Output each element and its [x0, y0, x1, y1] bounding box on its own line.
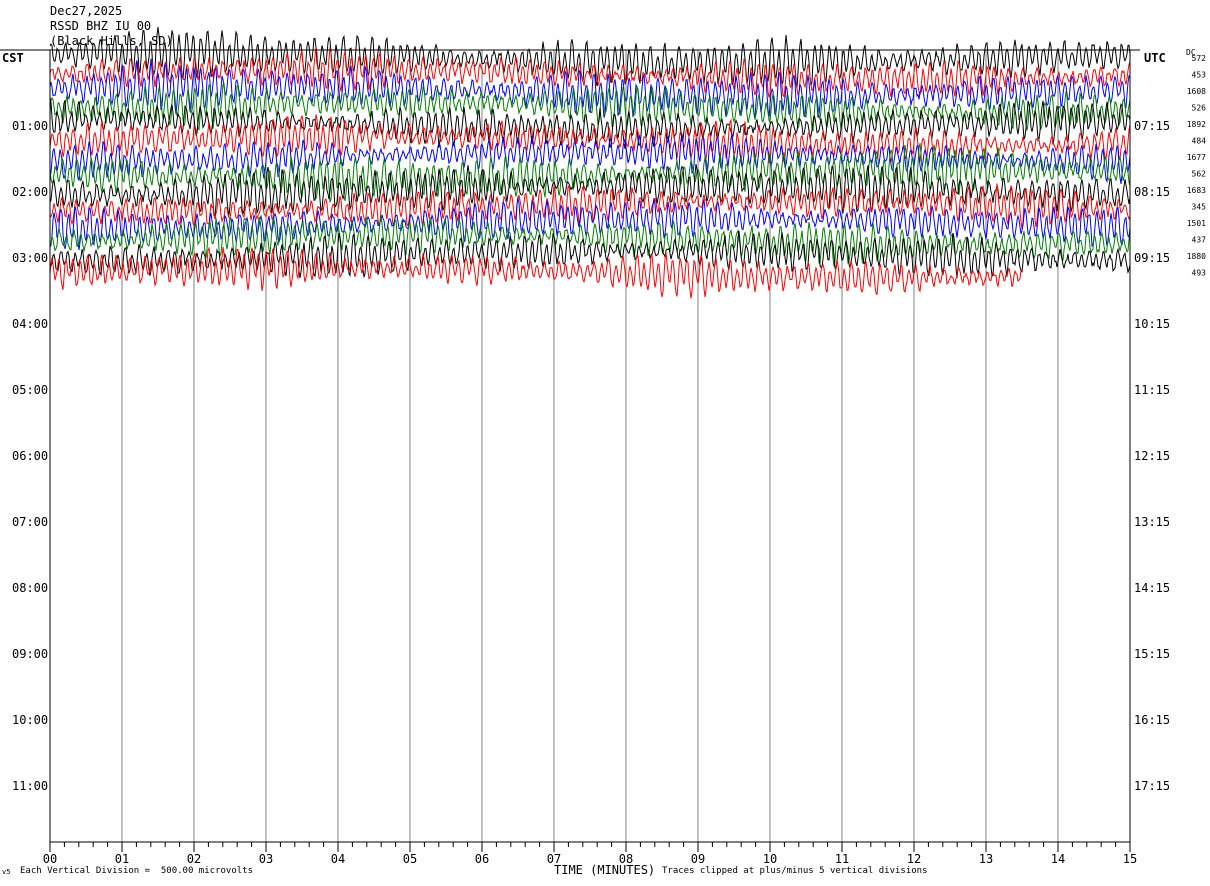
- right-hour-label: 17:15: [1134, 779, 1170, 793]
- dc-header: DC: [1186, 48, 1196, 57]
- left-hour-label: 02:00: [12, 185, 48, 199]
- left-hour-label: 10:00: [12, 713, 48, 727]
- x-tick-label: 06: [475, 852, 489, 866]
- x-tick-label: 04: [331, 852, 345, 866]
- right-hour-label: 12:15: [1134, 449, 1170, 463]
- plot-frame: [0, 49, 1140, 843]
- dc-offset-label: 1892: [1187, 120, 1206, 129]
- right-hour-label: 13:15: [1134, 515, 1170, 529]
- x-tick-label: 09: [691, 852, 705, 866]
- right-hour-labels: 07:15 08:15 09:15 10:15 11:15 12:15 13:15 14:15…: [1134, 119, 1170, 793]
- corner-mark: v5: [2, 868, 11, 876]
- station-location: (Black Hills, SD): [50, 34, 173, 48]
- chart-date: Dec27,2025: [50, 4, 123, 18]
- x-tick-label: 14: [1051, 852, 1065, 866]
- left-hour-labels: 01:00 02:00 03:00 04:00 05:00 06:00 07:00 08:00…: [12, 119, 48, 793]
- seismic-trace: [49, 246, 1023, 299]
- x-tick-label: 03: [259, 852, 273, 866]
- scale-note: Each Vertical Division = 500.00 microvol…: [20, 866, 253, 876]
- seismic-trace: [49, 58, 1131, 118]
- left-hour-label: 03:00: [12, 251, 48, 265]
- seismic-trace: [49, 197, 1131, 250]
- dc-offset-label: 453: [1192, 71, 1207, 80]
- right-hour-label: 16:15: [1134, 713, 1170, 727]
- left-hour-label: 04:00: [12, 317, 48, 331]
- x-tick-label: 15: [1123, 852, 1137, 866]
- dc-offset-label: 1683: [1187, 186, 1206, 195]
- dc-offset-label: 1501: [1187, 219, 1206, 228]
- left-hour-label: 08:00: [12, 581, 48, 595]
- right-hour-label: 14:15: [1134, 581, 1170, 595]
- seismic-trace: [49, 114, 1131, 164]
- x-tick-label: 11: [835, 852, 849, 866]
- seismic-trace: [49, 46, 1131, 98]
- right-hour-label: 11:15: [1134, 383, 1170, 397]
- dc-offset-label: 437: [1192, 236, 1207, 245]
- seismic-trace: [49, 215, 1131, 267]
- dc-offset-label: 1608: [1187, 87, 1206, 96]
- x-tick-label: 07: [547, 852, 561, 866]
- x-tick-label: 12: [907, 852, 921, 866]
- dc-offset-label: 526: [1192, 104, 1207, 113]
- right-hour-label: 09:15: [1134, 251, 1170, 265]
- x-tick-label: 13: [979, 852, 993, 866]
- time-axis-ticks: 00 01 02 03 04 05 06 07 08 09 10 11 12 13 14 15: [43, 842, 1137, 866]
- station-code: RSSD BHZ IU 00: [50, 19, 152, 33]
- right-hour-label: 07:15: [1134, 119, 1170, 133]
- x-tick-label: 00: [43, 852, 57, 866]
- right-timezone-label: UTC: [1144, 51, 1166, 65]
- right-hour-label: 10:15: [1134, 317, 1170, 331]
- clip-note: Traces clipped at plus/minus 5 vertical …: [662, 866, 928, 876]
- dc-offset-label: 1880: [1187, 252, 1206, 261]
- right-hour-label: 08:15: [1134, 185, 1170, 199]
- x-tick-label: 02: [187, 852, 201, 866]
- dc-offset-label: 572: [1192, 54, 1207, 63]
- x-tick-label: 08: [619, 852, 633, 866]
- dc-offset-label: 484: [1192, 137, 1207, 146]
- seismic-trace: [49, 164, 1131, 217]
- left-hour-label: 09:00: [12, 647, 48, 661]
- seismic-trace: [49, 143, 1131, 203]
- x-tick-label: 01: [115, 852, 129, 866]
- dc-offset-label: 562: [1192, 170, 1207, 179]
- right-hour-label: 15:15: [1134, 647, 1170, 661]
- seismic-traces: [49, 26, 1131, 299]
- dc-offset-labels: 572 453 1608 526 1892 484 1677 562 1683 345 1501 43…: [1187, 54, 1206, 278]
- left-hour-label: 11:00: [12, 779, 48, 793]
- x-tick-label: 10: [763, 852, 777, 866]
- left-hour-label: 01:00: [12, 119, 48, 133]
- left-hour-label: 06:00: [12, 449, 48, 463]
- left-hour-label: 07:00: [12, 515, 48, 529]
- left-timezone-label: CST: [2, 51, 24, 65]
- dc-offset-label: 493: [1192, 269, 1207, 278]
- x-tick-label: 05: [403, 852, 417, 866]
- x-axis-title: TIME (MINUTES): [554, 863, 656, 877]
- left-hour-label: 05:00: [12, 383, 48, 397]
- dc-offset-label: 1677: [1187, 153, 1206, 162]
- dc-offset-label: 345: [1192, 203, 1207, 212]
